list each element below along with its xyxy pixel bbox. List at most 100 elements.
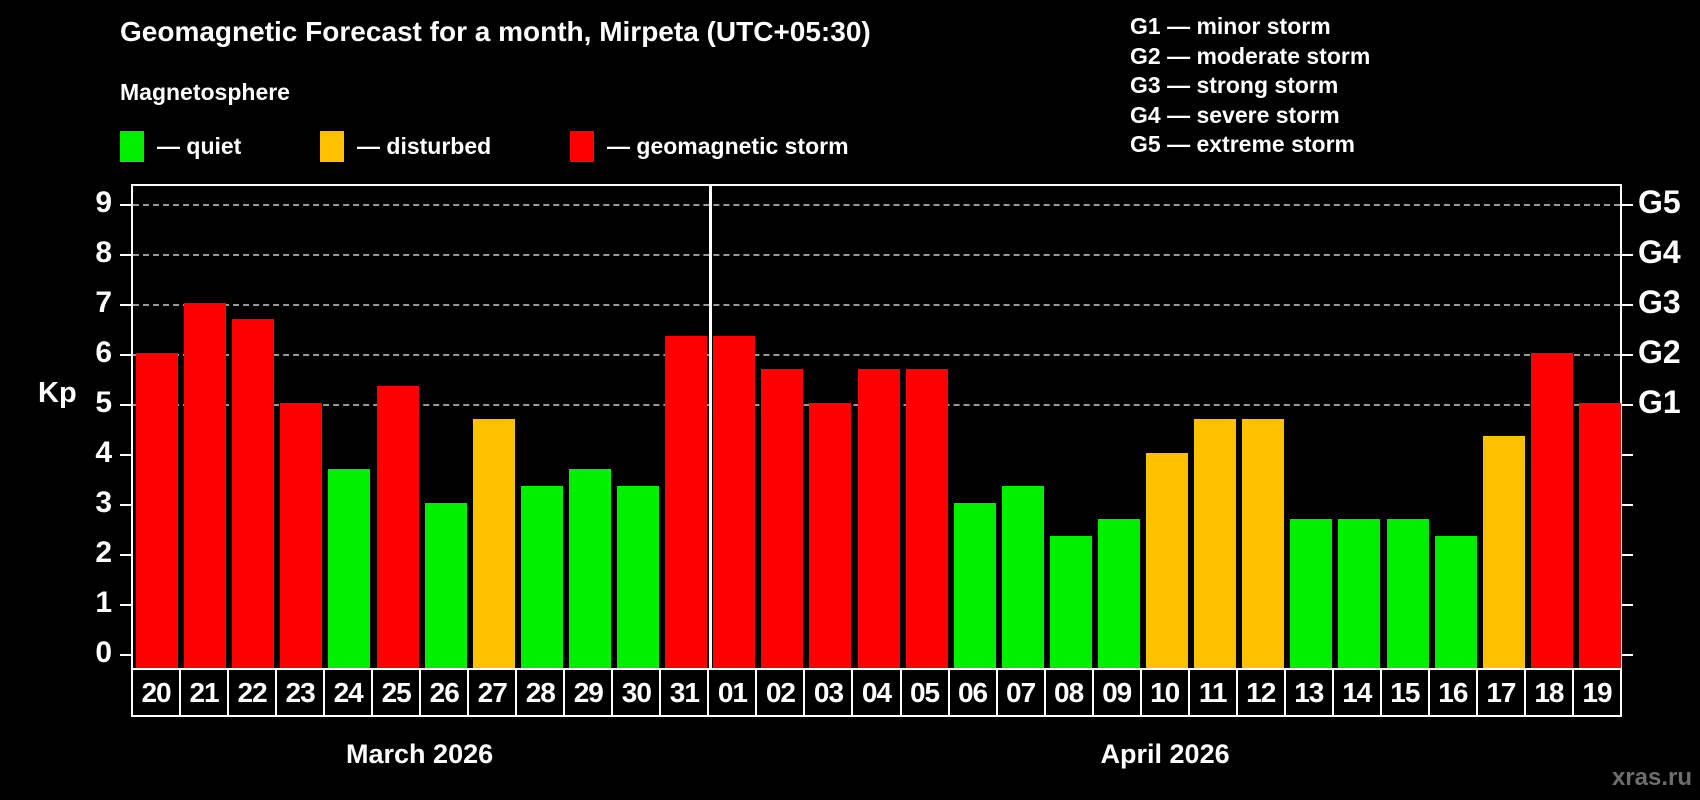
bar-day-15: [1386, 519, 1429, 668]
day-label-28: 28: [517, 668, 566, 717]
chart-title: Geomagnetic Forecast for a month, Mirpet…: [120, 16, 871, 47]
y-tick-label-9: 9: [95, 185, 112, 219]
day-label-08: 08: [1045, 668, 1094, 717]
legend-item-label: — quiet: [157, 132, 242, 159]
g-tick-label-G3: G3: [1638, 283, 1681, 320]
y-axis-title: Kp: [38, 377, 77, 409]
y-tick-label-4: 4: [95, 435, 112, 469]
right-tick-kp-5: [1622, 403, 1633, 406]
left-tick-kp-3: [120, 503, 131, 506]
day-label-02: 02: [757, 668, 806, 717]
g-tick-label-G4: G4: [1638, 233, 1681, 270]
bar-day-30: [617, 486, 660, 668]
bar-day-25: [376, 386, 419, 668]
bar-day-01: [713, 336, 756, 668]
day-label-15: 15: [1381, 668, 1430, 717]
gridline-kp-7: [133, 303, 1620, 306]
bar-day-12: [1242, 419, 1285, 668]
bar-day-13: [1290, 519, 1333, 668]
bar-day-05: [905, 369, 948, 668]
g-legend-line: G4 — severe storm: [1130, 101, 1340, 128]
y-tick-label-2: 2: [95, 535, 112, 569]
day-label-14: 14: [1333, 668, 1382, 717]
bar-day-20: [136, 352, 179, 668]
right-tick-kp-7: [1622, 303, 1633, 306]
day-label-12: 12: [1237, 668, 1286, 717]
gridline-kp-9: [133, 203, 1620, 206]
bar-day-23: [280, 402, 323, 668]
bar-day-07: [1001, 486, 1044, 668]
day-label-18: 18: [1525, 668, 1574, 717]
g-scale-legend: G1 — minor storm G2 — moderate storm G3 — …: [1130, 12, 1370, 160]
day-label-26: 26: [421, 668, 470, 717]
bar-day-27: [472, 419, 515, 668]
bar-day-06: [953, 502, 996, 668]
y-tick-label-1: 1: [95, 585, 112, 619]
day-label-31: 31: [661, 668, 710, 717]
day-label-16: 16: [1429, 668, 1478, 717]
month-label: April 2026: [1100, 739, 1230, 769]
day-label-07: 07: [997, 668, 1046, 717]
right-tick-kp-2: [1622, 553, 1633, 556]
day-label-24: 24: [325, 668, 374, 717]
g-legend-line: G1 — minor storm: [1130, 13, 1331, 39]
right-tick-kp-4: [1622, 453, 1633, 456]
day-label-25: 25: [373, 668, 422, 717]
day-label-11: 11: [1189, 668, 1238, 717]
day-label-01: 01: [709, 668, 758, 717]
bar-day-11: [1194, 419, 1237, 668]
legend-item-storm: — geomagnetic storm: [570, 129, 849, 163]
y-tick-label-0: 0: [95, 635, 112, 669]
left-tick-kp-1: [120, 603, 131, 606]
day-label-13: 13: [1285, 668, 1334, 717]
bar-day-04: [857, 369, 900, 668]
day-label-03: 03: [805, 668, 854, 717]
day-axis: 20 21 22 23 24 25 26 27 28 29 30 31 01 02 03 04 05 06 07 08…: [131, 668, 1622, 717]
day-label-04: 04: [853, 668, 902, 717]
left-tick-kp-7: [120, 303, 131, 306]
bar-day-02: [761, 369, 804, 668]
day-label-09: 09: [1093, 668, 1142, 717]
day-label-19: 19: [1573, 668, 1622, 717]
bar-day-24: [328, 469, 371, 668]
right-tick-kp-1: [1622, 603, 1633, 606]
bar-day-31: [665, 336, 708, 668]
right-tick-kp-8: [1622, 253, 1633, 256]
day-label-27: 27: [469, 668, 518, 717]
left-tick-kp-9: [120, 203, 131, 206]
day-label-23: 23: [277, 668, 326, 717]
y-tick-label-6: 6: [95, 335, 112, 369]
month-divider-line: [708, 186, 712, 668]
g-legend-line: G3 — strong storm: [1130, 72, 1339, 98]
g-legend-line: G2 — moderate storm: [1130, 42, 1371, 69]
day-label-29: 29: [565, 668, 614, 717]
bar-day-16: [1434, 536, 1477, 668]
legend-item-label: — disturbed: [357, 132, 492, 159]
right-tick-kp-9: [1622, 203, 1633, 206]
legend-item-label: — geomagnetic storm: [607, 132, 849, 159]
right-tick-kp-0: [1622, 653, 1633, 656]
right-tick-kp-3: [1622, 503, 1633, 506]
bar-day-18: [1530, 352, 1573, 668]
bar-day-22: [232, 319, 275, 668]
day-label-17: 17: [1477, 668, 1526, 717]
day-label-20: 20: [131, 668, 182, 717]
bar-day-21: [184, 302, 227, 668]
left-tick-kp-8: [120, 253, 131, 256]
quiet-swatch-icon: [120, 130, 144, 162]
g-tick-label-G5: G5: [1638, 183, 1681, 220]
day-label-10: 10: [1141, 668, 1190, 717]
bar-day-28: [520, 486, 563, 668]
legend-item-quiet: — quiet: [120, 129, 241, 163]
plot-area: [120, 184, 1633, 668]
bar-day-10: [1146, 452, 1189, 668]
y-tick-label-8: 8: [95, 235, 112, 269]
day-label-21: 21: [181, 668, 230, 717]
left-tick-kp-5: [120, 403, 131, 406]
storm-swatch-icon: [570, 130, 594, 162]
bar-day-14: [1338, 519, 1381, 668]
watermark: xras.ru: [1611, 764, 1692, 791]
day-label-06: 06: [949, 668, 998, 717]
bar-day-19: [1578, 402, 1621, 668]
right-tick-kp-6: [1622, 353, 1633, 356]
